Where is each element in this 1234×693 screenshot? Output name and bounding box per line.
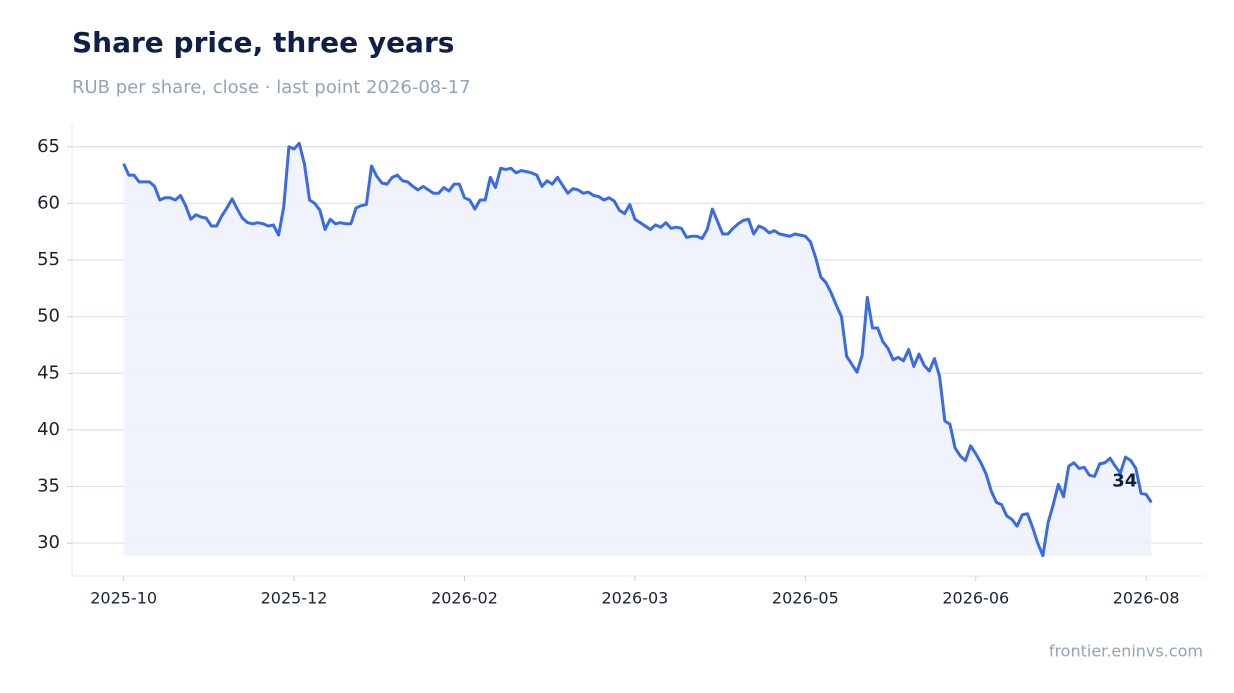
x-tick-label: 2026-06 (942, 589, 1009, 608)
chart-title: Share price, three years (72, 26, 454, 59)
line (122, 141, 1153, 558)
y-tick-label: 65 (37, 136, 60, 157)
x-tick-label: 2026-08 (1113, 589, 1180, 608)
x-tick-label: 2025-12 (261, 589, 328, 608)
chart-subtitle: RUB per share, close · last point 2026-0… (72, 77, 471, 98)
y-tick-label: 45 (37, 362, 60, 383)
y-tick-label: 55 (37, 249, 60, 270)
y-tick-label: 35 (37, 476, 60, 497)
end-label: 34 (1112, 470, 1137, 491)
y-tick-label: 50 (37, 306, 60, 327)
x-tick-label: 2025-10 (90, 589, 157, 608)
source: frontier.eninvs.com (1049, 642, 1203, 661)
y-tick-label: 30 (37, 532, 60, 553)
y-tick-label: 60 (37, 192, 60, 213)
x-tick-label: 2026-05 (772, 589, 839, 608)
y-tick-label: 40 (37, 419, 60, 440)
x-tick-label: 2026-02 (431, 589, 498, 608)
x-tick-label: 2026-03 (601, 589, 668, 608)
area (123, 143, 1152, 556)
